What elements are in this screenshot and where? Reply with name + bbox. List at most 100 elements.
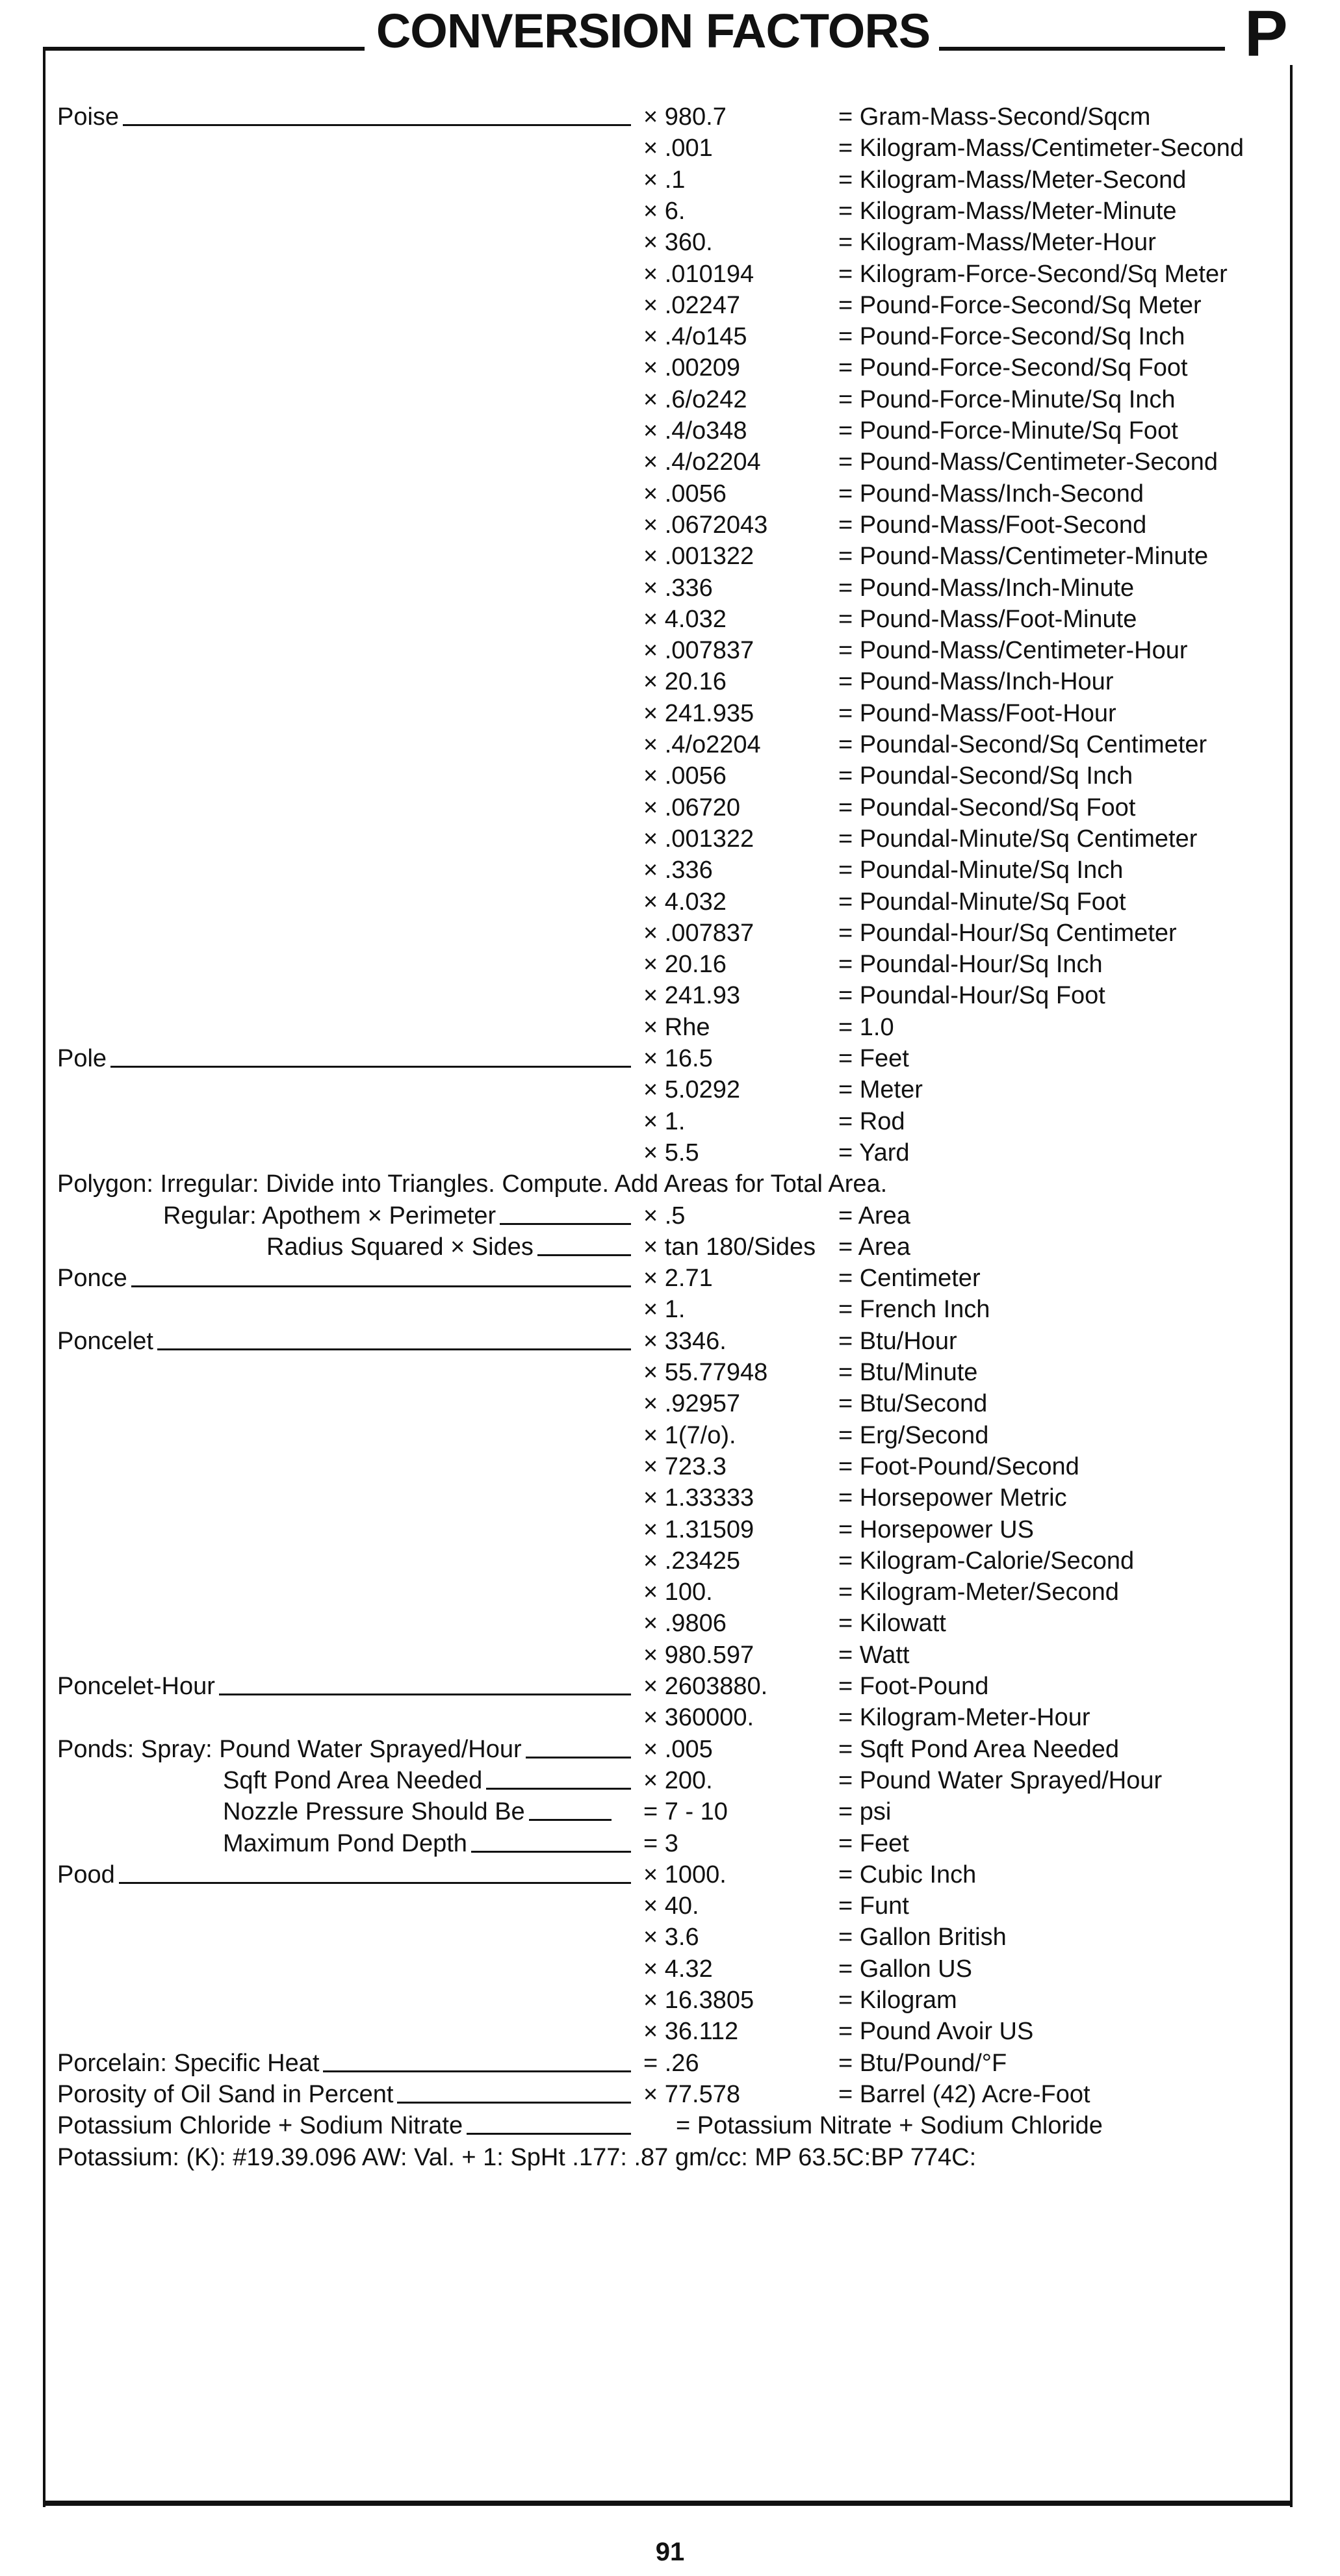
conversion-unit: = Pound-Mass/Centimeter-Second	[838, 448, 1218, 476]
conversion-factor: × .007837	[643, 919, 754, 947]
conversion-unit: = Centimeter	[838, 1265, 981, 1293]
entry-name: Porosity of Oil Sand in Percent	[57, 2079, 634, 2110]
table-row: × 40. = Funt	[0, 1890, 1340, 1922]
conversion-factor: × 16.5	[643, 1045, 713, 1072]
conversion-unit: = Watt	[838, 1641, 910, 1669]
conversion-factor: × .336	[643, 857, 713, 884]
entry-name: Pood	[57, 1859, 634, 1890]
conversion-unit: = Btu/Minute	[838, 1359, 978, 1386]
leader-line	[470, 1850, 631, 1853]
frame-top-left-rule	[43, 47, 365, 51]
table-row: × 1.33333 = Horsepower Metric	[0, 1482, 1340, 1513]
leader-line	[397, 2101, 631, 2104]
table-row: × .007837 = Poundal-Hour/Sq Centimeter	[0, 918, 1340, 949]
conversion-unit: = Pound-Force-Minute/Sq Foot	[838, 417, 1178, 444]
table-row: × .6/o242 = Pound-Force-Minute/Sq Inch	[0, 384, 1340, 415]
conversion-factor: × .0056	[643, 762, 727, 790]
note-text: Polygon: Irregular: Divide into Triangle…	[57, 1170, 888, 1198]
section-letter: P	[1244, 0, 1288, 70]
conversion-factor: × 4.032	[643, 605, 727, 633]
entry-name: Maximum Pond Depth	[223, 1828, 634, 1859]
table-row: × 241.93 = Poundal-Hour/Sq Foot	[0, 980, 1340, 1011]
table-row: × .001322 = Pound-Mass/Centimeter-Minute	[0, 541, 1340, 572]
conversion-factor: × .010194	[643, 260, 754, 288]
table-row: Pole × 16.5 = Feet	[0, 1043, 1340, 1074]
conversion-unit: = Pound Water Sprayed/Hour	[838, 1766, 1163, 1794]
table-row: × .336 = Pound-Mass/Inch-Minute	[0, 573, 1340, 604]
conversion-unit: = Pound-Force-Second/Sq Inch	[838, 323, 1185, 351]
conversion-unit: = Gallon US	[838, 1955, 972, 1983]
conversion-factor: = .26	[643, 2049, 699, 2077]
entry-label: Poise	[57, 103, 120, 131]
table-row: × 36.112 = Pound Avoir US	[0, 2016, 1340, 2047]
conversion-factor: × .02247	[643, 291, 740, 319]
conversion-unit: = Area	[838, 1233, 910, 1261]
equation-result: = Potassium Nitrate + Sodium Chloride	[676, 2112, 1103, 2140]
conversion-factor: × 20.16	[643, 951, 727, 979]
table-row: × Rhe = 1.0	[0, 1012, 1340, 1043]
conversion-unit: = Poundal-Second/Sq Inch	[838, 762, 1133, 790]
conversion-unit: = Poundal-Minute/Sq Centimeter	[838, 825, 1198, 853]
entry-name: Ponce	[57, 1263, 634, 1294]
entry-name: Nozzle Pressure Should Be	[223, 1796, 614, 1827]
conversion-factor: × .001	[643, 135, 713, 162]
table-row: Sqft Pond Area Needed × 200. = Pound Water…	[0, 1765, 1340, 1796]
conversion-factor: × .4/o2204	[643, 731, 761, 758]
conversion-factor: × 5.5	[643, 1139, 699, 1166]
conversion-unit: = Pound-Mass/Foot-Second	[838, 511, 1147, 539]
conversion-factor: × .0672043	[643, 511, 768, 539]
table-row: Poncelet-Hour × 2603880. = Foot-Pound	[0, 1671, 1340, 1702]
entry-name: Porcelain: Specific Heat	[57, 2048, 634, 2079]
conversion-unit: = Kilogram	[838, 1987, 957, 2014]
table-row: × .0672043 = Pound-Mass/Foot-Second	[0, 509, 1340, 541]
conversion-factor: × 6.	[643, 197, 686, 225]
leader-line	[537, 1254, 631, 1256]
entry-name: Poise	[57, 101, 634, 133]
conversion-factor: = 3	[643, 1829, 678, 1857]
table-row: Poise × 980.7 = Gram-Mass-Second/Sqcm	[0, 101, 1340, 133]
leader-line	[500, 1222, 631, 1225]
conversion-factor: × .336	[643, 574, 713, 602]
conversion-factor: × 241.93	[643, 982, 740, 1010]
table-row: × 723.3 = Foot-Pound/Second	[0, 1451, 1340, 1482]
table-row: × .0056 = Pound-Mass/Inch-Second	[0, 478, 1340, 509]
table-row: × 16.3805 = Kilogram	[0, 1985, 1340, 2016]
conversion-unit: = Pound-Force-Second/Sq Foot	[838, 354, 1188, 382]
leader-line	[131, 1285, 631, 1288]
conversion-factor: × .0056	[643, 480, 727, 508]
conversion-unit: = Foot-Pound	[838, 1673, 989, 1700]
conversion-factor: × .23425	[643, 1547, 740, 1575]
entry-name: Radius Squared × Sides	[266, 1231, 634, 1263]
conversion-unit: = Area	[838, 1202, 910, 1230]
conversion-unit: = Poundal-Minute/Sq Inch	[838, 857, 1124, 884]
table-row: × 4.032 = Poundal-Minute/Sq Foot	[0, 886, 1340, 918]
table-row: × 360. = Kilogram-Mass/Meter-Hour	[0, 227, 1340, 258]
table-row: × 4.032 = Pound-Mass/Foot-Minute	[0, 604, 1340, 635]
conversion-unit: = Poundal-Hour/Sq Foot	[838, 982, 1105, 1010]
table-row: × .336 = Poundal-Minute/Sq Inch	[0, 855, 1340, 886]
entry-name: Pole	[57, 1043, 634, 1074]
entry-label: Pood	[57, 1861, 115, 1888]
conversion-unit: = Funt	[838, 1892, 909, 1920]
conversion-factor: × 1.	[643, 1296, 686, 1324]
entry-label: Nozzle Pressure Should Be	[223, 1798, 525, 1826]
conversion-unit: = French Inch	[838, 1296, 990, 1324]
table-row: × .92957 = Btu/Second	[0, 1388, 1340, 1419]
table-row: × .02247 = Pound-Force-Second/Sq Meter	[0, 290, 1340, 321]
conversion-factor: × 1.31509	[643, 1515, 754, 1543]
conversion-unit: = Gram-Mass-Second/Sqcm	[838, 103, 1151, 131]
conversion-unit: = Kilogram-Calorie/Second	[838, 1547, 1135, 1575]
conversion-factor: × .4/o145	[643, 323, 747, 351]
entry-label: Porosity of Oil Sand in Percent	[57, 2080, 394, 2108]
entry-label: Poncelet	[57, 1327, 153, 1355]
conversion-unit: = Poundal-Hour/Sq Centimeter	[838, 919, 1177, 947]
page-number: 91	[655, 2538, 685, 2566]
conversion-factor: × .4/o2204	[643, 448, 761, 476]
conversion-unit: = Sqft Pond Area Needed	[838, 1735, 1120, 1763]
table-row: Potassium Chloride + Sodium Nitrate = Pot…	[0, 2110, 1340, 2141]
conversion-unit: = Erg/Second	[838, 1421, 989, 1449]
conversion-unit: = Pound-Force-Second/Sq Meter	[838, 291, 1202, 319]
conversion-factor: × 241.935	[643, 699, 754, 727]
conversion-unit: = Pound-Mass/Inch-Minute	[838, 574, 1135, 602]
table-row: × .4/o2204 = Pound-Mass/Centimeter-Second	[0, 446, 1340, 478]
